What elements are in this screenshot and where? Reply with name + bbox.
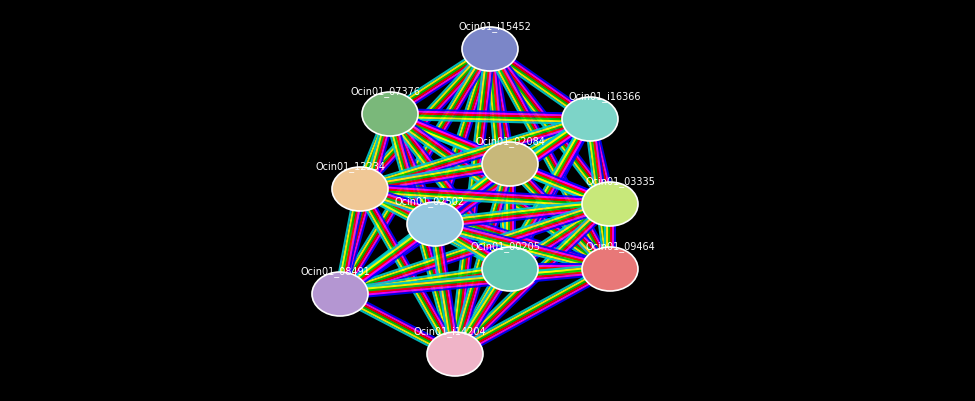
Ellipse shape — [582, 247, 638, 291]
Text: Ocin01_i15452: Ocin01_i15452 — [458, 21, 531, 32]
Text: Ocin01_i16366: Ocin01_i16366 — [568, 91, 642, 102]
Text: Ocin01_08491: Ocin01_08491 — [300, 265, 370, 276]
Ellipse shape — [482, 143, 538, 186]
Text: Ocin01_i14204: Ocin01_i14204 — [413, 325, 487, 336]
Text: Ocin01_12234: Ocin01_12234 — [315, 161, 385, 172]
Text: Ocin01_07376: Ocin01_07376 — [350, 86, 420, 97]
Ellipse shape — [407, 203, 463, 246]
Ellipse shape — [332, 168, 388, 211]
Text: Ocin01_03335: Ocin01_03335 — [585, 176, 655, 186]
Ellipse shape — [482, 247, 538, 291]
Ellipse shape — [362, 93, 418, 137]
Ellipse shape — [312, 272, 368, 316]
Ellipse shape — [462, 28, 518, 72]
Ellipse shape — [562, 98, 618, 142]
Text: Ocin01_00205: Ocin01_00205 — [470, 241, 540, 251]
Ellipse shape — [427, 332, 483, 376]
Ellipse shape — [582, 182, 638, 227]
Text: Ocin01_09464: Ocin01_09464 — [585, 241, 655, 251]
Text: Ocin01_02084: Ocin01_02084 — [475, 136, 545, 147]
Text: Ocin01_02502: Ocin01_02502 — [395, 196, 465, 207]
